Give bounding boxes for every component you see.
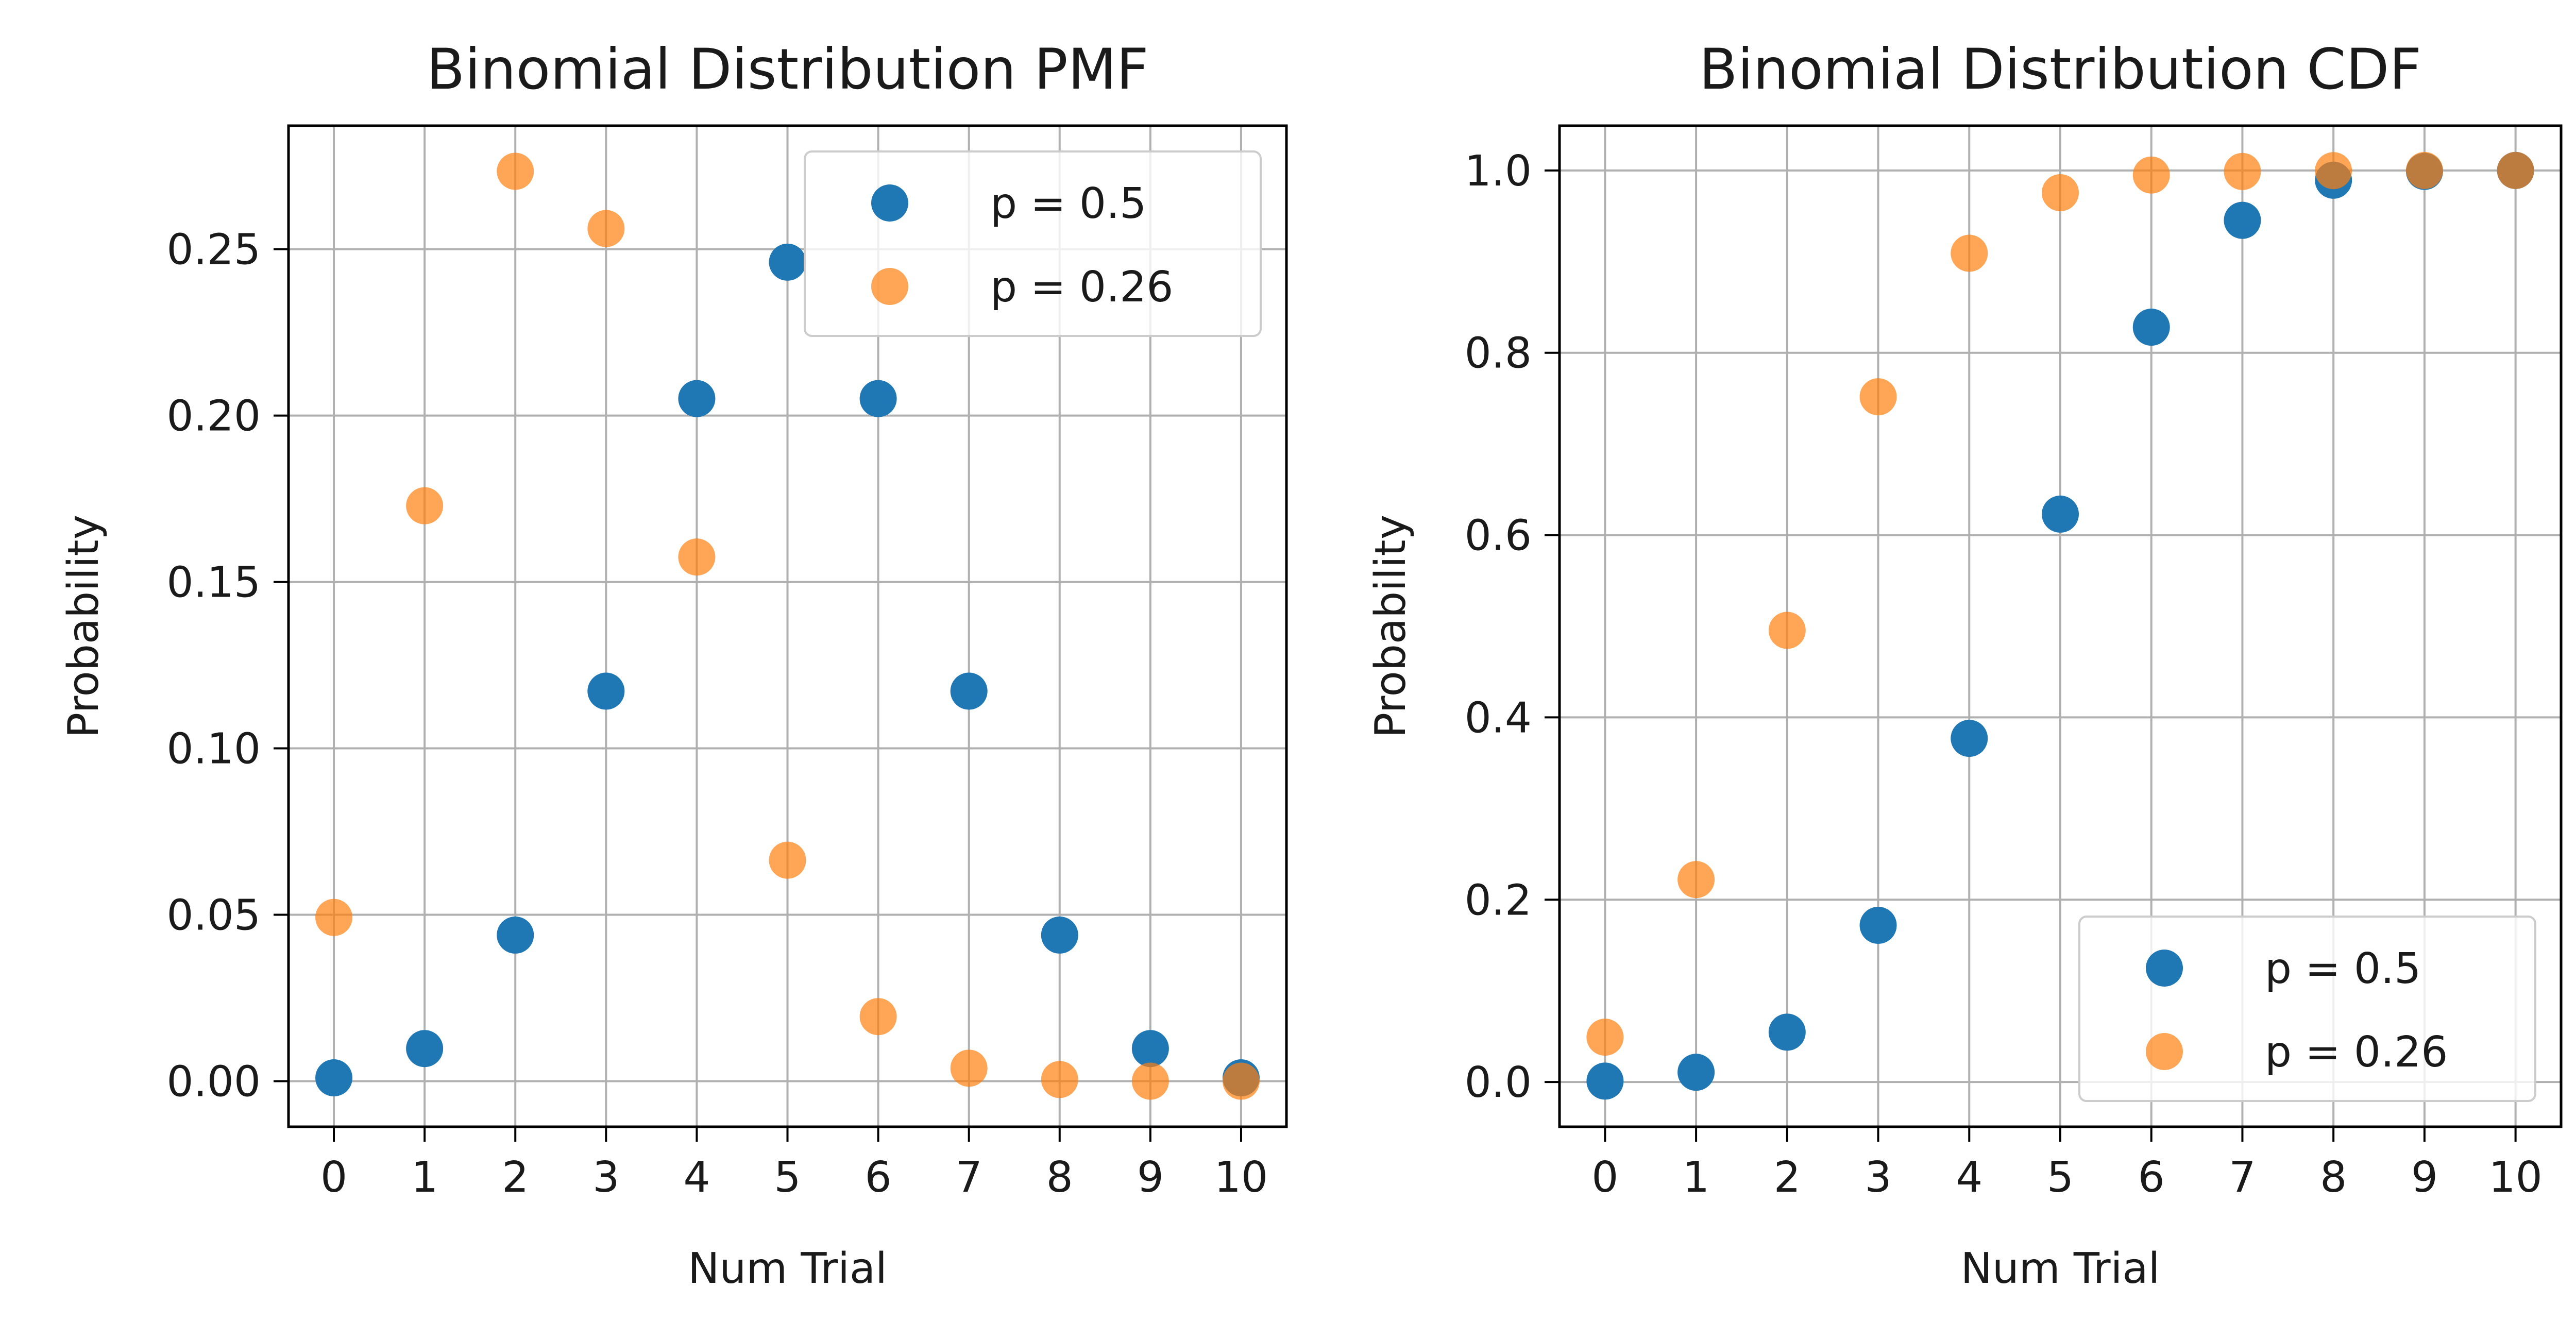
- data-point-p-0-26: [2497, 151, 2534, 189]
- x-tick-label: 10: [2488, 1153, 2542, 1202]
- data-point-p-0-5: [1859, 906, 1897, 944]
- data-point-p-0-26: [587, 210, 625, 247]
- x-tick-label: 9: [2411, 1153, 2438, 1202]
- legend-label: p = 0.26: [990, 263, 1173, 312]
- data-point-p-0-26: [2042, 174, 2079, 212]
- legend-label: p = 0.5: [990, 179, 1146, 228]
- legend-label: p = 0.26: [2265, 1028, 2448, 1077]
- x-tick-label: 8: [2320, 1153, 2347, 1202]
- data-point-p-0-5: [2132, 309, 2170, 346]
- legend-marker-p-0-26: [871, 268, 908, 305]
- data-point-p-0-5: [1041, 916, 1078, 954]
- data-point-p-0-26: [315, 899, 353, 936]
- data-point-p-0-26: [1859, 378, 1897, 416]
- data-point-p-0-5: [769, 243, 806, 281]
- legend-marker-p-0-26: [2146, 1033, 2183, 1070]
- legend: p = 0.5 p = 0.26: [804, 150, 1262, 337]
- data-point-p-0-26: [1677, 861, 1715, 899]
- data-point-p-0-5: [950, 672, 988, 710]
- x-tick-label: 10: [1214, 1153, 1268, 1202]
- data-point-p-0-5: [859, 380, 897, 417]
- data-point-p-0-26: [1222, 1062, 1260, 1100]
- x-tick-label: 6: [865, 1153, 892, 1202]
- cdf-chart: 0 1 2 3 4 5 6 7 8 9 10 0.0 0.2 0.4 0.6 0.8 1.0 Binomial D…: [1366, 37, 2563, 1293]
- pmf-chart: 0 1 2 3 4 5 6 7 8 9 10 0.00 0.05 0.10 0.15 0.20 0.25 Bino…: [59, 37, 1288, 1293]
- data-point-p-0-26: [769, 841, 806, 879]
- x-tick-label: 2: [502, 1153, 529, 1202]
- x-tick-label: 7: [2229, 1153, 2256, 1202]
- data-point-p-0-5: [1131, 1030, 1169, 1068]
- data-point-p-0-26: [1951, 234, 1988, 272]
- legend: p = 0.5 p = 0.26: [2078, 916, 2536, 1102]
- legend-marker-p-0-5: [2146, 950, 2183, 987]
- legend-marker-p-0-5: [871, 184, 908, 222]
- data-point-p-0-5: [2224, 201, 2261, 239]
- data-point-p-0-5: [406, 1030, 444, 1068]
- y-axis-title: Probability: [59, 515, 108, 738]
- x-axis-title: Num Trial: [1961, 1244, 2160, 1293]
- y-tick-label: 0.00: [166, 1058, 261, 1107]
- pmf-chart-title: Binomial Distribution PMF: [426, 37, 1148, 102]
- y-tick-label: 0.15: [166, 558, 261, 607]
- y-tick-label: 0.4: [1465, 693, 1532, 742]
- data-point-p-0-5: [1586, 1062, 1624, 1100]
- x-tick-label: 0: [1591, 1153, 1618, 1202]
- x-axis-title: Num Trial: [688, 1244, 887, 1293]
- y-tick-label: 0.25: [166, 226, 261, 275]
- data-point-p-0-26: [2132, 156, 2170, 194]
- data-point-p-0-5: [1677, 1054, 1715, 1091]
- x-tick-label: 3: [592, 1153, 619, 1202]
- data-point-p-0-5: [1951, 720, 1988, 757]
- y-tick-label: 1.0: [1465, 147, 1532, 196]
- data-point-p-0-26: [2405, 151, 2443, 189]
- x-tick-label: 6: [2138, 1153, 2165, 1202]
- y-tick-label: 0.6: [1465, 512, 1532, 561]
- data-point-p-0-26: [1768, 612, 1806, 649]
- y-axis-title: Probability: [1366, 515, 1415, 738]
- x-tick-label: 5: [774, 1153, 801, 1202]
- data-point-p-0-26: [1586, 1019, 1624, 1056]
- data-point-p-0-26: [950, 1049, 988, 1087]
- data-point-p-0-5: [678, 380, 716, 417]
- legend-label: p = 0.5: [2265, 944, 2421, 993]
- data-point-p-0-26: [497, 153, 534, 190]
- x-tick-label: 4: [683, 1153, 710, 1202]
- x-tick-label: 9: [1137, 1153, 1164, 1202]
- plot-frame: [287, 124, 1288, 1128]
- y-tick-label: 0.05: [166, 891, 261, 940]
- y-tick-label: 0.2: [1465, 876, 1532, 925]
- y-tick-label: 0.8: [1465, 329, 1532, 378]
- data-point-p-0-26: [859, 998, 897, 1036]
- x-tick-label: 3: [1865, 1153, 1891, 1202]
- data-point-p-0-5: [587, 672, 625, 710]
- x-tick-label: 0: [320, 1153, 347, 1202]
- y-tick-label: 0.10: [166, 725, 261, 774]
- x-tick-label: 1: [411, 1153, 438, 1202]
- plot-frame: [1558, 124, 2563, 1128]
- data-point-p-0-5: [497, 916, 534, 954]
- data-point-p-0-5: [1768, 1013, 1806, 1051]
- data-point-p-0-5: [2042, 495, 2079, 533]
- data-point-p-0-26: [406, 487, 444, 524]
- data-point-p-0-5: [315, 1059, 353, 1097]
- y-tick-label: 0.20: [166, 392, 261, 441]
- data-point-p-0-26: [1041, 1061, 1078, 1098]
- data-point-p-0-26: [1131, 1062, 1169, 1100]
- data-point-p-0-26: [2224, 153, 2261, 190]
- x-tick-label: 1: [1683, 1153, 1709, 1202]
- data-point-p-0-26: [2315, 152, 2352, 190]
- legend-box: [2078, 916, 2536, 1102]
- data-point-p-0-26: [678, 538, 716, 576]
- x-tick-label: 5: [2047, 1153, 2074, 1202]
- x-tick-label: 4: [1956, 1153, 1982, 1202]
- x-tick-label: 8: [1046, 1153, 1073, 1202]
- x-tick-label: 2: [1774, 1153, 1801, 1202]
- legend-box: [804, 150, 1262, 337]
- x-tick-label: 7: [956, 1153, 982, 1202]
- y-tick-label: 0.0: [1465, 1058, 1532, 1107]
- cdf-chart-title: Binomial Distribution CDF: [1699, 37, 2421, 102]
